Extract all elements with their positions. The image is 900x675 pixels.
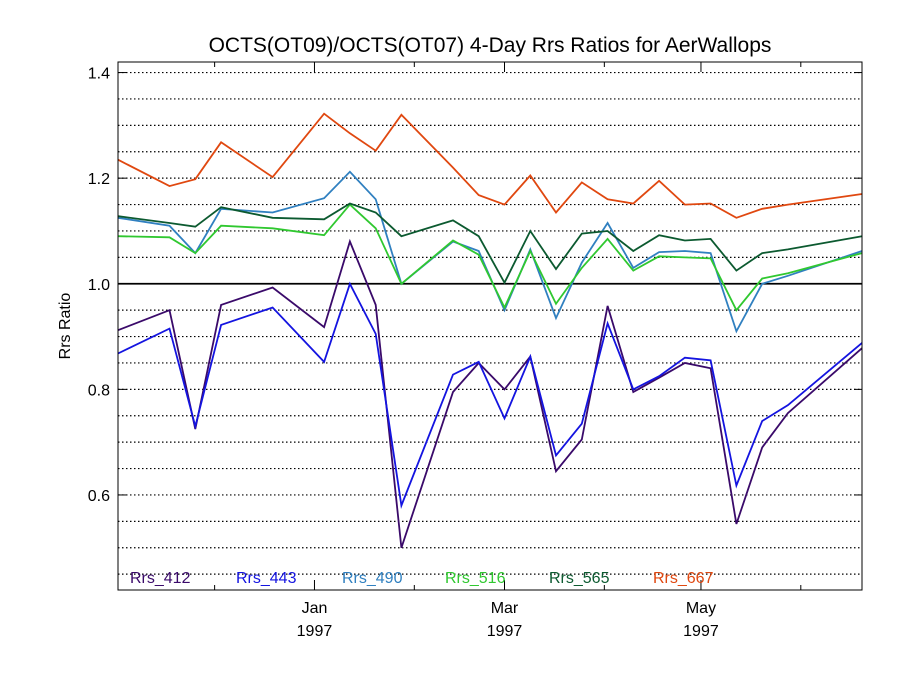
series-line-rrs-565	[117, 202, 863, 285]
series-line-rrs-516	[117, 203, 863, 312]
x-tick-label-year: 1997	[297, 623, 333, 640]
y-tick-label: 0.6	[88, 488, 110, 505]
y-tick-label: 1.2	[88, 171, 110, 188]
y-axis-label: Rrs Ratio	[57, 293, 74, 360]
axes: 1.4 1.2 1.0 0.8 0.6 Jan 1997 Mar 1997 May 1997	[88, 62, 862, 640]
chart-title: OCTS(OT09)/OCTS(OT07) 4-Day Rrs Ratios f…	[209, 34, 772, 57]
series-line-rrs-443	[117, 281, 863, 509]
legend-entry-rrs-565: Rrs_565	[549, 570, 610, 587]
x-tick-label-year: 1997	[683, 623, 719, 640]
legend-entry-rrs-412: Rrs_412	[130, 570, 191, 587]
gridlines	[118, 71, 862, 575]
x-tick-label-month: Mar	[491, 600, 519, 617]
legend-entry-rrs-516: Rrs_516	[445, 570, 506, 587]
legend-entry-rrs-667: Rrs_667	[653, 570, 714, 587]
y-tick-label: 1.0	[88, 277, 110, 294]
series-layer	[117, 112, 863, 549]
x-tick-label-month: May	[686, 600, 716, 617]
legend-entry-rrs-490: Rrs_490	[342, 570, 403, 587]
y-tick-label: 1.4	[88, 66, 110, 83]
legend: Rrs_412 Rrs_443 Rrs_490 Rrs_516 Rrs_565 Rrs_6…	[130, 570, 714, 587]
series-line-rrs-412	[117, 238, 863, 549]
series-line-rrs-667	[117, 112, 863, 219]
x-tick-label-year: 1997	[487, 623, 523, 640]
series-line-rrs-490	[117, 170, 863, 334]
plot-frame	[117, 61, 863, 591]
x-tick-label-month: Jan	[302, 600, 328, 617]
legend-entry-rrs-443: Rrs_443	[236, 570, 297, 587]
y-tick-label: 0.8	[88, 382, 110, 399]
